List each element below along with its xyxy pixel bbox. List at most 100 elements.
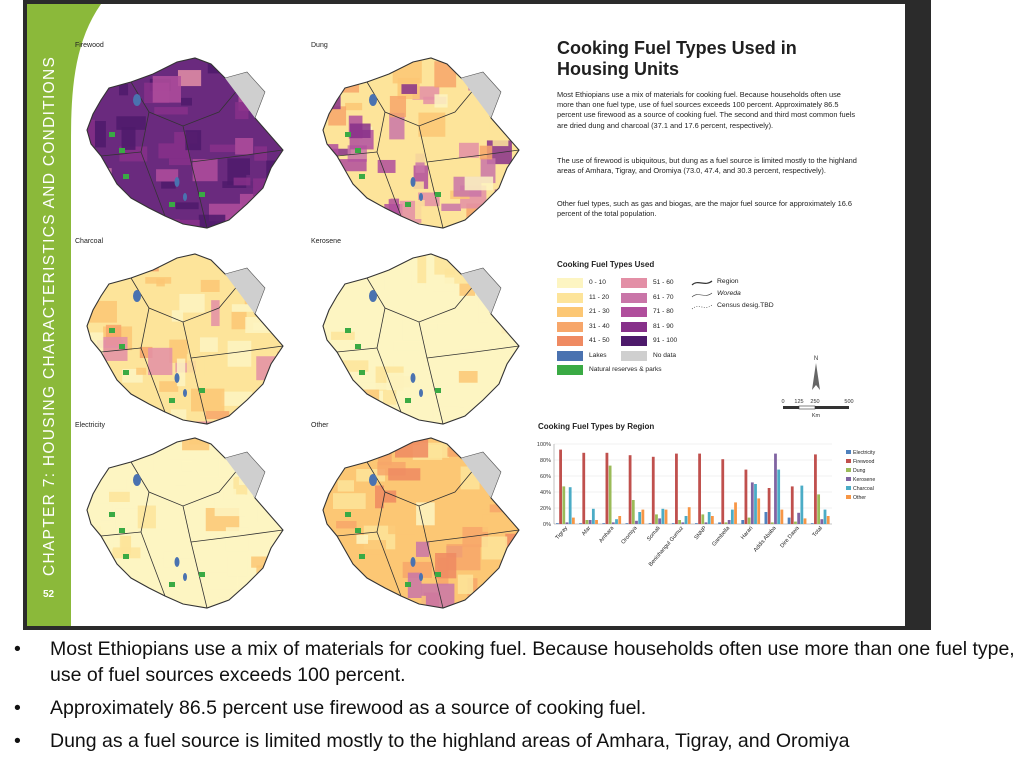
- woreda-patch: [325, 184, 338, 207]
- lake: [133, 474, 141, 486]
- park: [355, 528, 361, 533]
- woreda-patch: [348, 191, 365, 209]
- woreda-patch: [434, 94, 448, 108]
- park: [345, 132, 351, 137]
- park: [345, 328, 351, 333]
- series-legend-swatch: [846, 486, 851, 490]
- woreda-patch: [136, 367, 147, 375]
- woreda-patch: [325, 222, 351, 228]
- woreda-patch: [336, 521, 357, 529]
- woreda-patch: [332, 69, 360, 93]
- woreda-patch: [98, 206, 128, 226]
- legend-item: 61 - 70: [621, 292, 741, 304]
- woreda-patch: [458, 142, 479, 158]
- woreda-patch: [415, 199, 425, 220]
- bar: [681, 522, 685, 524]
- park: [405, 582, 411, 587]
- bar: [718, 522, 721, 524]
- legend-item: Natural reserves & parks: [557, 365, 677, 376]
- park: [435, 572, 441, 577]
- map-electricity: Electricity: [73, 422, 303, 612]
- park: [109, 132, 115, 137]
- scale-unit: Km: [812, 413, 821, 419]
- woreda-patch: [109, 470, 139, 481]
- woreda-patch: [332, 607, 357, 608]
- woreda-patch: [231, 311, 247, 330]
- bar: [684, 516, 688, 524]
- woreda-patch: [330, 148, 351, 156]
- woreda-patch: [335, 384, 353, 407]
- x-tick-label: Dire Dawa: [779, 525, 801, 550]
- woreda-patch: [214, 494, 246, 517]
- woreda-patch: [287, 231, 303, 232]
- woreda-patch: [497, 479, 518, 502]
- woreda-patch: [282, 124, 283, 133]
- woreda-patch: [460, 254, 487, 261]
- legend-item: 71 - 80: [621, 307, 741, 318]
- bar: [800, 485, 804, 524]
- bullet-symbol: •: [14, 638, 21, 660]
- woreda-patch: [175, 360, 196, 373]
- woreda-patch: [279, 291, 283, 315]
- woreda-patch: [356, 534, 369, 544]
- woreda-patch: [481, 536, 508, 560]
- region-boundary: [190, 149, 284, 163]
- woreda-patch: [489, 575, 517, 603]
- region-boundary: [336, 151, 378, 157]
- legend-label: 61 - 70: [653, 293, 674, 301]
- park: [109, 512, 115, 517]
- woreda-patch: [168, 296, 178, 310]
- woreda-patch: [225, 527, 249, 552]
- woreda-patch: [401, 151, 432, 163]
- lake: [133, 94, 141, 106]
- region-boundary: [336, 347, 378, 353]
- woreda-patch: [273, 447, 283, 468]
- woreda-patch: [231, 304, 265, 312]
- bullet-symbol: •: [14, 697, 21, 719]
- woreda-patch: [211, 300, 220, 327]
- woreda-patch: [234, 592, 247, 604]
- woreda-patch: [390, 268, 415, 292]
- woreda-patch: [459, 349, 485, 359]
- legend-swatch: [557, 278, 583, 288]
- woreda-patch: [331, 397, 364, 424]
- bar: [648, 523, 652, 524]
- bar: [707, 512, 711, 524]
- woreda-patch: [171, 310, 184, 322]
- woreda-patch: [191, 388, 225, 412]
- woreda-patch: [282, 216, 283, 228]
- woreda-patch: [336, 190, 351, 209]
- woreda-patch: [119, 535, 132, 552]
- scale-tick-label: 250: [810, 399, 819, 405]
- bar: [687, 507, 691, 524]
- map-charcoal: Charcoal: [73, 238, 303, 428]
- region-boundary: [100, 347, 142, 353]
- woreda-patch: [223, 488, 237, 500]
- north-arrow-icon: N: [812, 356, 820, 390]
- lake: [174, 177, 180, 187]
- woreda-patch: [287, 589, 303, 595]
- woreda-patch: [90, 456, 125, 466]
- bar: [641, 509, 645, 524]
- woreda-patch: [494, 189, 514, 215]
- woreda-patch: [133, 604, 163, 608]
- no-data-area: [224, 71, 266, 119]
- legend-line-symbol: [691, 292, 713, 298]
- woreda-patch: [235, 137, 254, 155]
- bar: [565, 522, 569, 524]
- x-tick-label: Somali: [646, 525, 662, 542]
- bullet-item: • Most Ethiopians use a mix of materials …: [0, 636, 1024, 688]
- legend-label: 81 - 90: [653, 322, 674, 330]
- legend-label: 21 - 30: [589, 308, 610, 315]
- bar: [658, 518, 662, 524]
- woreda-patch: [339, 360, 369, 372]
- park: [345, 512, 351, 517]
- woreda-patch: [345, 102, 363, 111]
- legend-line-symbol: [691, 304, 713, 310]
- woreda-patch: [139, 346, 153, 358]
- bar: [710, 516, 714, 524]
- woreda-patch: [434, 61, 457, 88]
- series-legend-swatch: [846, 459, 851, 463]
- woreda-patch: [495, 383, 516, 395]
- region-boundary: [426, 529, 520, 543]
